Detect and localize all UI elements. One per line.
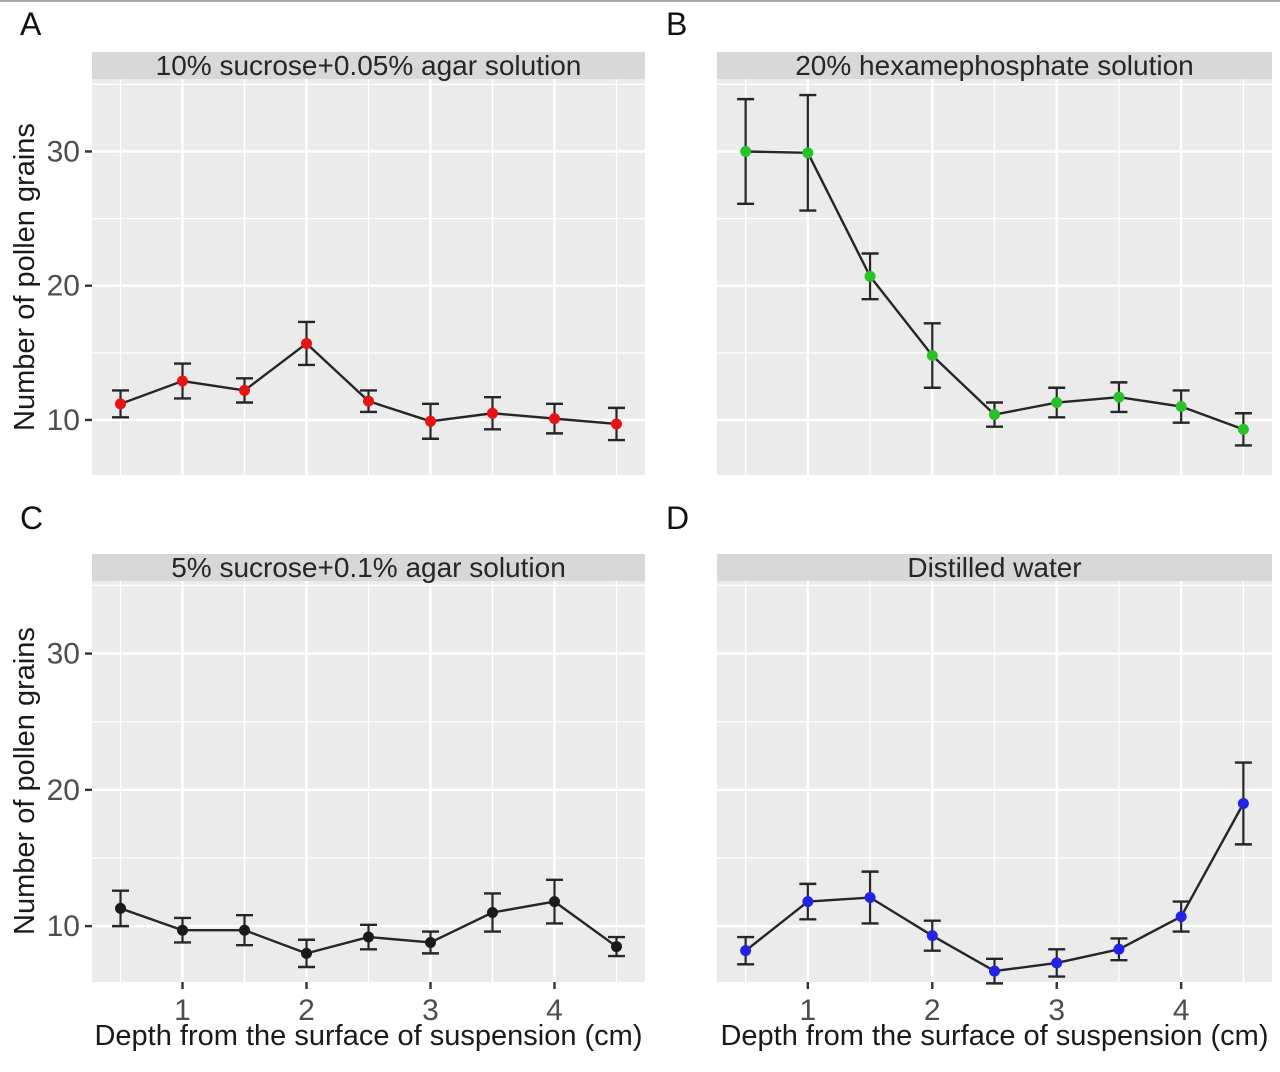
panel-c-x-tick-label: 3	[422, 994, 439, 1027]
y-axis-title-bottom-row: Number of pollen grains	[9, 627, 41, 935]
panel-d-data-point	[926, 930, 938, 942]
strip-title-panel-c: 5% sucrose+0.1% agar solution	[92, 554, 645, 582]
panel-c-data-point	[363, 931, 374, 943]
panel-d-data-point	[1237, 797, 1249, 809]
panel-a-data-point	[239, 384, 251, 396]
panel-d-data-point	[1051, 957, 1063, 969]
panel-a-data-point	[548, 413, 560, 425]
panel-a-data-point	[424, 415, 436, 427]
panel-c-data-point	[239, 924, 251, 936]
panel-a-y-tick-label: 20	[47, 270, 80, 303]
panel-b-data-point	[1051, 397, 1063, 409]
strip-title-panel-a: 10% sucrose+0.05% agar solution	[92, 52, 645, 80]
panel-b-data-point	[864, 270, 876, 282]
panel-b-data-point	[1237, 423, 1249, 435]
panel-a-y-tick-label: 30	[47, 135, 80, 168]
panel-d-data-point	[864, 892, 876, 904]
panel-b-data-point	[926, 350, 938, 362]
panel-d-x-tick-label: 1	[799, 994, 816, 1027]
panel-d-data-point	[1175, 911, 1187, 923]
panel-c-x-tick-label: 2	[298, 994, 315, 1027]
x-axis-title-right: Depth from the surface of suspension (cm…	[720, 1020, 1269, 1052]
panel-d-data-point	[740, 945, 752, 957]
panel-d-x-tick-label: 3	[1048, 994, 1065, 1027]
panel-letter-c: C	[20, 500, 45, 536]
panel-c-data-point	[424, 936, 436, 948]
panel-letter-b: B	[666, 6, 689, 42]
panel-c-y-tick-label: 10	[47, 910, 80, 943]
panel-d-data-point	[1113, 943, 1125, 955]
panel-c-y-tick-label: 20	[47, 774, 80, 807]
panel-a-data-point	[610, 418, 622, 430]
panel-b-data-point	[802, 147, 814, 159]
y-axis-title-top-row: Number of pollen grains	[9, 123, 41, 431]
panel-c-y-tick-label: 30	[47, 638, 80, 671]
panel-c-x-tick-label: 4	[546, 994, 563, 1027]
strip-title-panel-b: 20% hexamephosphate solution	[717, 52, 1272, 80]
panel-letter-a: A	[20, 6, 43, 42]
panel-a-data-point	[115, 398, 127, 410]
panel-letter-d: D	[666, 500, 691, 536]
panel-a-data-point	[363, 395, 374, 407]
panel-c-data-point	[486, 907, 498, 919]
panel-c-x-tick-label: 1	[174, 994, 191, 1027]
panel-d-x-tick-label: 2	[924, 994, 941, 1027]
panel-a-y-tick-label: 10	[47, 404, 80, 437]
panel-c-data-point	[115, 902, 127, 914]
panel-a-data-point	[301, 337, 313, 349]
panel-c-data-point	[610, 941, 622, 953]
panel-b-data-point	[1175, 401, 1187, 413]
panel-c-data-point	[548, 896, 560, 908]
panel-d-data-point	[802, 896, 814, 908]
x-axis-title-left: Depth from the surface of suspension (cm…	[94, 1020, 643, 1052]
panel-b-data-point	[740, 145, 752, 157]
panel-b-data-point	[989, 409, 1000, 421]
panel-a-data-point	[177, 375, 189, 387]
panel-c-data-point	[301, 947, 313, 959]
panel-a-data-point	[486, 407, 498, 419]
panel-b-data-point	[1113, 391, 1125, 403]
panel-d-data-point	[989, 965, 1000, 977]
panel-c-data-point	[177, 924, 189, 936]
strip-title-panel-d: Distilled water	[717, 554, 1272, 582]
panel-d-x-tick-label: 4	[1173, 994, 1190, 1027]
